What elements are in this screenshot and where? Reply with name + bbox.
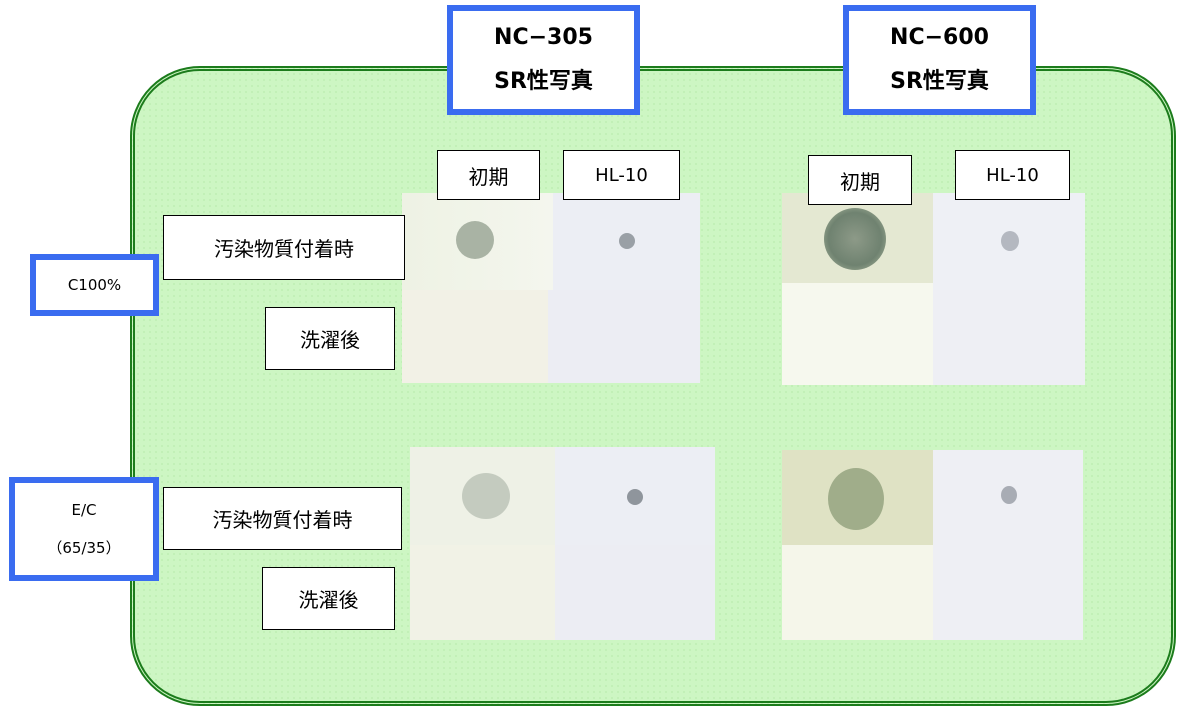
fabric-label: E/C （65/35） — [9, 477, 159, 581]
stage-label: HL-10 — [563, 150, 680, 200]
photo — [933, 193, 1085, 290]
row-label: 汚染物質付着時 — [163, 487, 402, 550]
fabric-name: E/C — [71, 501, 97, 519]
photo — [782, 283, 933, 385]
stain — [619, 233, 635, 249]
stage-label: HL-10 — [955, 150, 1070, 200]
photo — [402, 193, 553, 290]
product-subtitle: SR性写真 — [890, 69, 989, 94]
photo — [410, 545, 555, 640]
photo — [782, 450, 933, 545]
fabric-label: C100% — [30, 254, 159, 316]
product-name: NC−305 — [494, 25, 593, 50]
stain — [456, 221, 494, 259]
photo — [933, 450, 1083, 545]
product-name: NC−600 — [890, 25, 989, 50]
row-label: 洗濯後 — [265, 307, 395, 370]
stage-label: 初期 — [808, 155, 912, 205]
stain — [824, 208, 886, 270]
photo — [555, 545, 715, 640]
product-subtitle: SR性写真 — [494, 69, 593, 94]
photo — [782, 545, 933, 640]
row-label: 汚染物質付着時 — [163, 215, 405, 280]
photo — [933, 545, 1083, 640]
product-header: NC−305 SR性写真 — [447, 5, 640, 115]
stain — [462, 473, 510, 519]
product-header: NC−600 SR性写真 — [843, 5, 1036, 115]
photo — [548, 290, 700, 383]
stain — [627, 489, 643, 505]
stage-label: 初期 — [437, 150, 540, 200]
photo — [933, 290, 1085, 385]
photo — [782, 193, 933, 283]
stain — [1001, 231, 1019, 251]
fabric-ratio: （65/35） — [47, 539, 121, 557]
photo — [402, 290, 548, 383]
stain — [828, 468, 884, 530]
photo — [553, 193, 700, 290]
fabric-name: C100% — [67, 276, 122, 294]
stain — [1001, 486, 1017, 504]
photo — [555, 447, 715, 545]
row-label: 洗濯後 — [262, 567, 395, 630]
photo — [410, 447, 555, 545]
